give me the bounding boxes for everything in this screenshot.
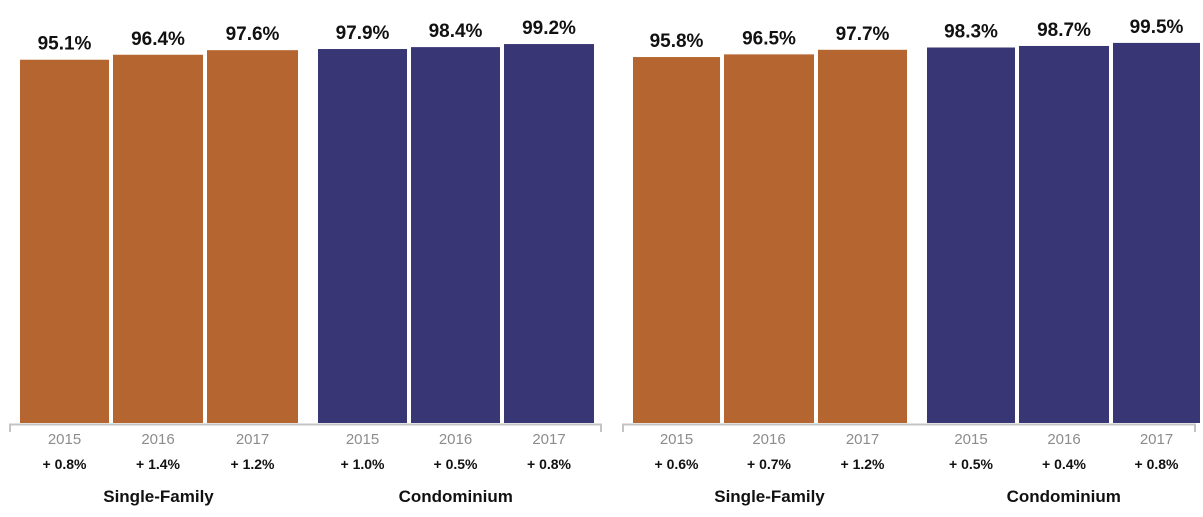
bar — [927, 47, 1015, 424]
change-label: + 0.8% — [527, 456, 572, 472]
bar — [1113, 42, 1200, 423]
data-label: 95.8% — [650, 31, 704, 52]
data-label: 98.4% — [429, 21, 483, 42]
x-tick-label: 2016 — [752, 431, 785, 448]
change-label: + 0.5% — [949, 456, 994, 472]
change-label: + 0.8% — [43, 456, 88, 472]
bar — [633, 57, 720, 423]
x-tick-label: 2016 — [141, 431, 174, 448]
change-label: + 0.8% — [1135, 456, 1180, 472]
data-label: 97.6% — [226, 24, 280, 45]
data-label: 96.4% — [131, 29, 185, 50]
bar — [504, 44, 594, 423]
data-label: 97.9% — [336, 23, 390, 44]
change-label: + 0.5% — [434, 456, 479, 472]
data-label: 99.5% — [1130, 17, 1184, 38]
x-tick-label: 2016 — [1047, 431, 1080, 448]
data-label: 96.5% — [742, 28, 796, 49]
x-tick-label: 2015 — [346, 431, 379, 448]
data-label: 98.3% — [944, 21, 998, 42]
change-label: + 1.4% — [136, 456, 181, 472]
change-label: + 1.0% — [341, 456, 386, 472]
data-label: 97.7% — [836, 24, 890, 45]
change-label: + 0.4% — [1042, 456, 1087, 472]
x-tick-label: 2016 — [439, 431, 472, 448]
bar — [411, 47, 500, 423]
bar — [818, 49, 907, 423]
group-label: Single-Family — [103, 487, 214, 506]
data-label: 95.1% — [38, 34, 92, 55]
bar — [20, 59, 109, 424]
x-tick-label: 2017 — [1140, 431, 1173, 448]
x-tick-label: 2015 — [48, 431, 81, 448]
x-tick-label: 2017 — [236, 431, 269, 448]
bar — [724, 54, 814, 424]
x-tick-label: 2015 — [660, 431, 693, 448]
x-tick-label: 2017 — [846, 431, 879, 448]
change-label: + 0.7% — [747, 456, 792, 472]
data-label: 99.2% — [522, 18, 576, 39]
change-label: + 1.2% — [231, 456, 276, 472]
change-label: + 1.2% — [841, 456, 886, 472]
group-label: Condominium — [1007, 487, 1121, 506]
bar — [207, 50, 298, 423]
group-label: Condominium — [399, 487, 513, 506]
change-label: + 0.6% — [655, 456, 700, 472]
bar — [1019, 45, 1109, 423]
group-label: Single-Family — [714, 487, 825, 506]
bar — [318, 49, 407, 423]
x-tick-label: 2015 — [954, 431, 987, 448]
bar — [113, 54, 203, 423]
data-label: 98.7% — [1037, 20, 1091, 41]
x-tick-label: 2017 — [532, 431, 565, 448]
